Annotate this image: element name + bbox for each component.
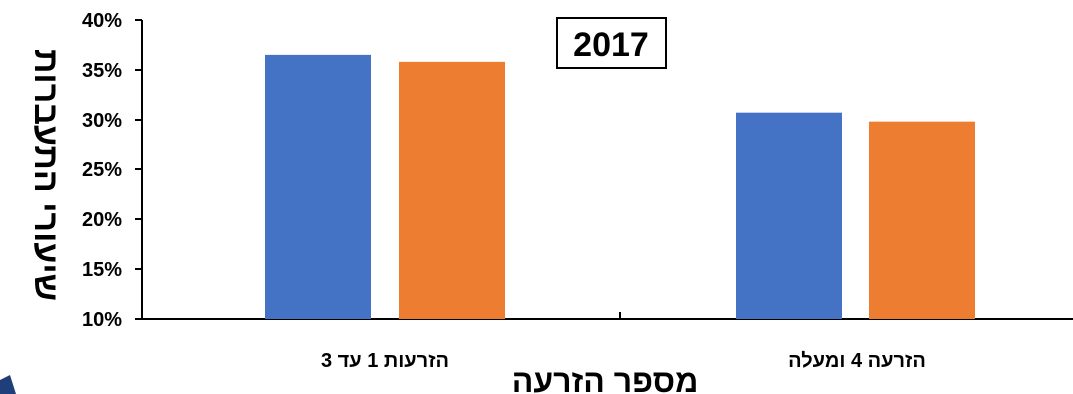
bar-series1-cat1 bbox=[265, 54, 371, 320]
y-tick-label: 10% bbox=[82, 309, 122, 331]
bar-series2-cat1 bbox=[399, 61, 505, 320]
y-axis-title: שיעורי התעברות bbox=[27, 49, 65, 301]
y-tick-label: 25% bbox=[82, 159, 122, 181]
x-axis-title: מספר הזרעה bbox=[512, 363, 699, 394]
chart-title: 2017 bbox=[573, 26, 649, 64]
y-tick-label: 20% bbox=[82, 209, 122, 231]
chart-title-box bbox=[556, 17, 667, 69]
bar-series2-cat2 bbox=[869, 121, 975, 319]
y-tick-label: 30% bbox=[82, 110, 122, 132]
y-tick-label: 40% bbox=[82, 10, 122, 32]
x-category-label: הזרעה 4 ומעלה bbox=[788, 350, 926, 372]
y-tick-label: 35% bbox=[82, 60, 122, 82]
logo-fragment-icon bbox=[0, 375, 16, 394]
y-tick-label: 15% bbox=[82, 259, 122, 281]
x-category-label: הזרעות 1 עד 3 bbox=[321, 350, 449, 372]
bar-series1-cat2 bbox=[736, 112, 842, 319]
